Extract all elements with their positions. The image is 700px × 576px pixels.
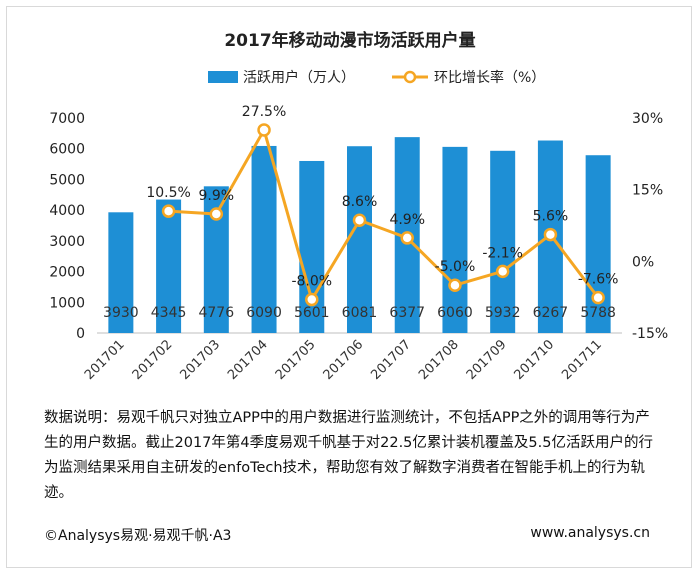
bar [156, 199, 182, 333]
growth-rate-point [352, 213, 367, 227]
chart-title: 2017年移动动漫市场活跃用户量 [224, 31, 476, 51]
growth-rate-label: 4.9% [389, 212, 425, 228]
x-tick-label: 201707 [368, 337, 414, 383]
bar [251, 145, 277, 333]
y-left-tick-label: 6000 [49, 142, 85, 158]
legend-bar-swatch [208, 71, 238, 83]
bar-value-label: 6090 [246, 305, 282, 321]
growth-rate-label: -7.6% [578, 272, 619, 288]
y-right-tick-label: 0% [632, 254, 654, 270]
bar-value-label: 6267 [533, 305, 569, 321]
x-tick-label: 201701 [82, 337, 128, 383]
bar-value-label: 6081 [342, 305, 378, 321]
growth-rate-label: -2.1% [482, 245, 523, 261]
growth-rate-point [161, 204, 176, 218]
bar-value-label: 4345 [151, 305, 187, 321]
x-tick-label: 201710 [512, 337, 558, 383]
growth-rate-point [209, 207, 224, 221]
growth-rate-point [257, 123, 271, 137]
footer-copyright: ©Analysys易观·易观千帆·A3 [44, 528, 232, 544]
growth-rate-point [305, 292, 319, 307]
y-left-tick-label: 2000 [49, 265, 85, 281]
y-right-tick-label: 30% [632, 111, 663, 127]
bar [347, 146, 372, 333]
growth-rate-point [543, 227, 558, 242]
x-tick-label: 201704 [225, 337, 271, 383]
bar-value-label: 3930 [103, 305, 139, 321]
growth-rate-label: -5.0% [435, 259, 476, 275]
y-left-tick-label: 1000 [49, 295, 85, 311]
y-left-tick-label: 0 [76, 326, 85, 342]
x-tick-label: 201709 [464, 337, 510, 383]
bar-value-label: 6060 [437, 305, 473, 321]
legend-line-marker [403, 70, 417, 84]
legend-line-label: 环比增长率（%） [434, 69, 545, 86]
growth-rate-label: 10.5% [146, 185, 190, 201]
growth-rate-label: 5.6% [533, 209, 569, 225]
y-left-tick-label: 5000 [49, 172, 85, 188]
x-tick-label: 201706 [321, 337, 367, 383]
growth-rate-point [400, 231, 414, 245]
growth-rate-point [495, 264, 510, 279]
growth-rate-line [168, 128, 600, 302]
bar [442, 146, 468, 333]
y-right-tick-label: -15% [632, 326, 668, 342]
data-note: 数据说明：易观千帆只对独立APP中的用户数据进行监测统计，不包括APP之外的调用… [44, 410, 653, 501]
bar [490, 150, 516, 333]
growth-rate-point [591, 290, 605, 305]
bar-value-label: 5788 [580, 305, 616, 321]
growth-rate-label: 9.9% [199, 188, 235, 204]
growth-rate-point [448, 278, 462, 292]
y-left-tick-label: 7000 [49, 111, 85, 127]
bar-value-label: 5601 [294, 305, 330, 321]
bar-value-label: 6377 [389, 305, 425, 321]
y-left-tick-label: 3000 [49, 234, 85, 250]
x-tick-label: 201705 [273, 337, 319, 383]
bar [108, 212, 134, 333]
growth-rate-label: 8.6% [342, 194, 378, 210]
growth-rate-label: -8.0% [291, 274, 332, 290]
x-tick-label: 201703 [177, 337, 223, 383]
x-tick-label: 201702 [130, 337, 176, 383]
bar-value-label: 4776 [198, 305, 234, 321]
figure-frame [6, 6, 692, 568]
bar-value-label: 5932 [485, 305, 521, 321]
growth-rate-label: 27.5% [242, 104, 286, 120]
x-tick-label: 201708 [416, 337, 462, 383]
combo-chart: 活跃用户（万人） 环比增长率（%） 0 1000 2000 3000 4000 5000 600… [49, 69, 668, 383]
x-tick-label: 201711 [559, 337, 605, 383]
y-right-tick-label: 15% [632, 183, 663, 199]
legend-bar-label: 活跃用户（万人） [243, 69, 355, 86]
y-left-tick-label: 4000 [49, 203, 85, 219]
footer-url: www.analysys.cn [530, 525, 650, 541]
